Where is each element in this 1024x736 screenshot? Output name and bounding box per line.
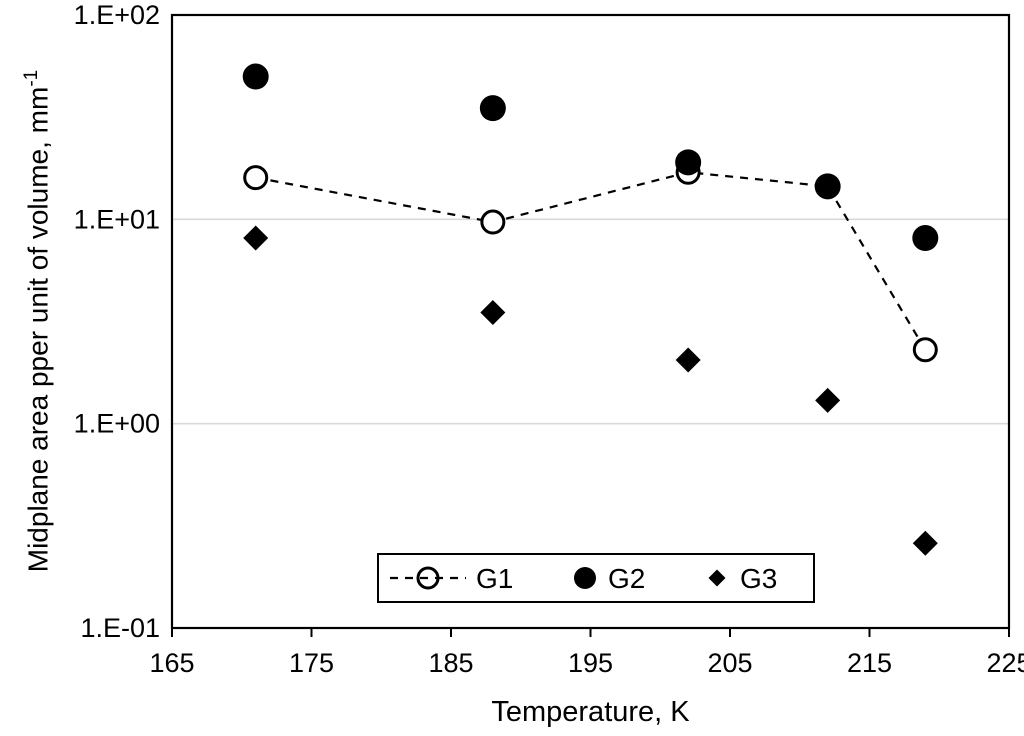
y-axis-title-text: Midplane area pper unit of volume, mm <box>22 86 54 573</box>
point-g2 <box>675 149 702 176</box>
legend-label-g3: G3 <box>740 563 777 594</box>
y-tick-label: 1.E+00 <box>74 409 160 439</box>
legend-marker-g3 <box>708 569 726 587</box>
legend-item-g3: G3 <box>708 563 777 594</box>
point-g2 <box>479 95 506 122</box>
point-g3 <box>480 299 506 325</box>
x-tick-label: 195 <box>568 648 613 678</box>
point-g1 <box>480 209 506 235</box>
series-g3 <box>243 225 938 556</box>
x-axis-title: Temperature, K <box>491 696 690 728</box>
y-axis-title: Midplane area pper unit of volume, mm-1 <box>14 11 54 631</box>
x-tick-label: 165 <box>149 648 194 678</box>
point-g1 <box>243 165 269 191</box>
point-g2 <box>814 173 841 200</box>
point-g3 <box>675 347 701 373</box>
legend-marker-g2 <box>574 567 596 589</box>
x-tick-label: 215 <box>847 648 892 678</box>
y-tick-label: 1.E-01 <box>80 613 160 643</box>
point-g3 <box>243 225 269 251</box>
legend-marker-g1 <box>416 566 440 590</box>
legend-label-g1: G1 <box>476 563 513 594</box>
plot-border <box>170 13 1011 630</box>
point-g1 <box>912 337 938 363</box>
point-g3 <box>912 530 938 556</box>
x-tick-label: 185 <box>428 648 473 678</box>
legend-item-g1: G1 <box>390 563 513 594</box>
y-tick-label: 1.E+01 <box>74 204 160 234</box>
x-tick-label: 175 <box>289 648 334 678</box>
legend-item-g2: G2 <box>574 563 645 594</box>
y-axis-title-superscript: -1 <box>21 69 42 87</box>
x-tick-label: 205 <box>707 648 752 678</box>
legend-label-g2: G2 <box>608 563 645 594</box>
point-g2 <box>242 63 269 90</box>
point-g3 <box>815 387 841 413</box>
y-tick-label: 1.E+02 <box>74 0 160 30</box>
x-tick-label: 225 <box>986 648 1024 678</box>
point-g2 <box>912 225 939 252</box>
series-g2 <box>242 63 939 252</box>
